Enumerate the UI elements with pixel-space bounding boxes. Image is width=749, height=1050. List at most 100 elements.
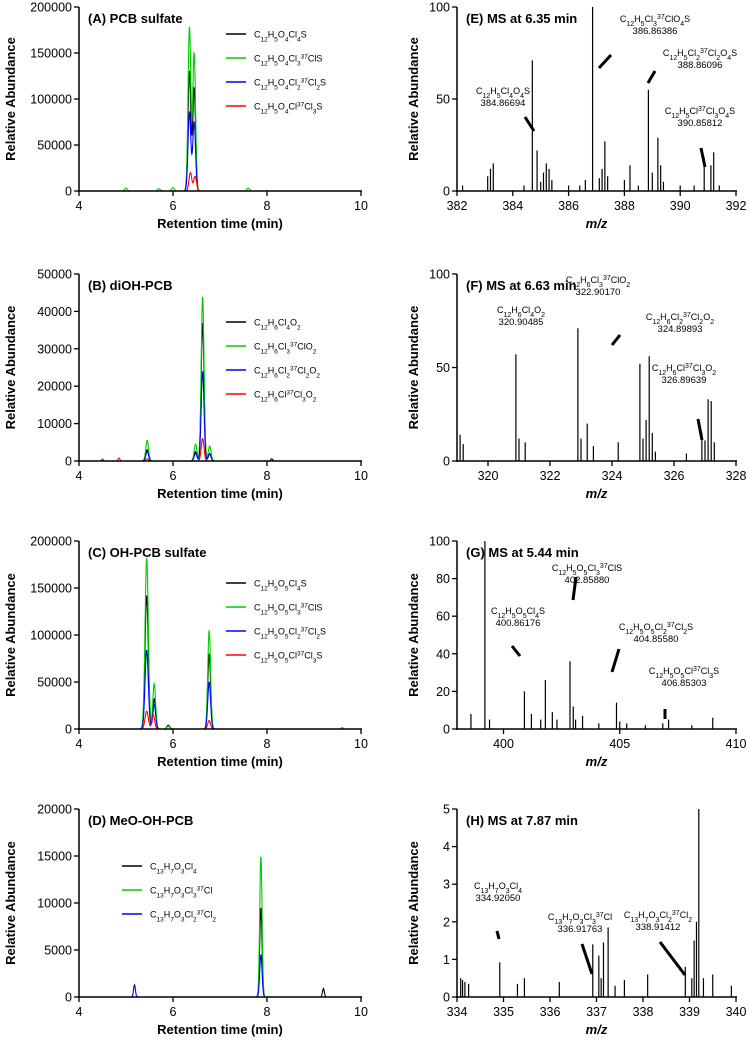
annotation-pointer-E-0 xyxy=(523,116,536,132)
x-tick-label-E-5: 392 xyxy=(726,199,747,213)
x-tick-label-F-3: 326 xyxy=(664,469,685,483)
y-tick-label-E-0: 0 xyxy=(443,185,450,199)
x-tick-label-B-2: 8 xyxy=(264,469,271,483)
y-axis-label-C: Relative Abundance xyxy=(3,573,18,697)
legend-label-D-2: C13H7O3Cl237Cl2 xyxy=(150,909,216,923)
y-tick-label-C-3: 150000 xyxy=(30,582,72,596)
panel-A: C12H5O4Cl4S C12H5O4Cl337ClS C12H5O4Cl237Cl… xyxy=(3,1,368,232)
y-tick-label-C-2: 100000 xyxy=(30,629,72,643)
x-tick-label-G-1: 405 xyxy=(609,737,630,751)
y-axis-label-H: Relative Abundance xyxy=(406,841,421,965)
panel-title-H: (H) MS at 7.87 min xyxy=(466,813,578,828)
x-tick-label-E-4: 390 xyxy=(670,199,691,213)
x-tick-label-A-0: 4 xyxy=(76,199,83,213)
x-axis-label-C: Retention time (min) xyxy=(157,754,283,769)
panel-title-B: (B) diOH-PCB xyxy=(88,278,173,293)
annotation-mz-F-1: 322.90170 xyxy=(576,287,621,298)
panel-title-F: (F) MS at 6.63 min xyxy=(466,278,577,293)
legend-label-C-2: C12H5O5Cl237Cl2S xyxy=(254,626,326,640)
y-tick-label-A-3: 150000 xyxy=(30,47,72,61)
series-line-B-1 xyxy=(79,296,361,462)
legend-label-B-0: C12H6Cl4O2 xyxy=(254,318,301,332)
y-tick-label-G-3: 60 xyxy=(436,610,450,624)
x-tick-label-E-2: 386 xyxy=(558,199,579,213)
series-line-C-3 xyxy=(79,710,361,730)
panel-title-G: (G) MS at 5.44 min xyxy=(466,545,579,560)
annotation-mz-G-2: 404.85580 xyxy=(634,634,679,645)
annotation-pointer-G-1 xyxy=(571,576,578,601)
y-tick-label-B-5: 50000 xyxy=(37,268,72,282)
x-tick-label-C-0: 4 xyxy=(76,737,83,751)
y-tick-label-H-1: 1 xyxy=(443,953,450,967)
annotation-pointer-F-3 xyxy=(696,418,704,441)
x-tick-label-A-3: 10 xyxy=(354,199,368,213)
y-tick-label-A-1: 50000 xyxy=(37,139,72,153)
series-line-B-3 xyxy=(79,438,361,462)
legend-label-A-0: C12H5O4Cl4S xyxy=(254,30,307,44)
y-axis-label-E: Relative Abundance xyxy=(406,37,421,161)
series-line-C-2 xyxy=(79,649,361,730)
y-tick-label-G-2: 40 xyxy=(436,647,450,661)
y-tick-label-D-0: 0 xyxy=(65,991,72,1005)
legend-label-D-1: C13H7O3Cl337Cl xyxy=(150,885,212,899)
series-line-B-0 xyxy=(79,322,361,462)
legend-label-B-2: C12H6Cl237Cl2O2 xyxy=(254,365,320,379)
y-tick-label-H-3: 3 xyxy=(443,878,450,892)
series-line-A-3 xyxy=(79,172,361,192)
x-axis-label-A: Retention time (min) xyxy=(157,216,283,231)
series-line-D-0 xyxy=(79,907,361,998)
legend-label-B-1: C12H6Cl337ClO2 xyxy=(254,341,317,355)
x-tick-label-H-4: 338 xyxy=(633,1005,654,1019)
x-tick-label-C-2: 8 xyxy=(264,737,271,751)
panel-title-D: (D) MeO-OH-PCB xyxy=(88,813,193,828)
annotation-pointer-H-0 xyxy=(495,930,501,940)
annotation-mz-G-1: 402.85880 xyxy=(565,575,610,586)
y-tick-label-G-4: 80 xyxy=(436,572,450,586)
y-tick-label-D-1: 5000 xyxy=(44,944,72,958)
annotation-mz-F-3: 326.89639 xyxy=(662,375,707,386)
y-tick-label-E-2: 100 xyxy=(429,1,450,15)
legend-label-B-3: C12H6Cl37Cl3O2 xyxy=(254,389,317,403)
y-tick-label-H-4: 4 xyxy=(443,840,450,854)
annotation-pointer-F-2 xyxy=(610,334,622,346)
x-tick-label-H-3: 337 xyxy=(586,1005,607,1019)
y-axis-label-G: Relative Abundance xyxy=(406,573,421,697)
x-tick-label-C-3: 10 xyxy=(354,737,368,751)
x-tick-label-D-1: 6 xyxy=(170,1005,177,1019)
y-tick-label-F-2: 100 xyxy=(429,268,450,282)
x-tick-label-E-0: 382 xyxy=(447,199,468,213)
x-tick-label-H-1: 335 xyxy=(493,1005,514,1019)
panel-title-E: (E) MS at 6.35 min xyxy=(466,11,577,26)
x-tick-label-B-1: 6 xyxy=(170,469,177,483)
legend-label-C-0: C12H5O5Cl4S xyxy=(254,579,307,593)
y-tick-label-B-0: 0 xyxy=(65,455,72,469)
annotation-mz-H-1: 336.91763 xyxy=(558,924,603,935)
annotation-mz-G-3: 406.85303 xyxy=(662,678,707,689)
y-tick-label-B-1: 10000 xyxy=(37,417,72,431)
y-tick-label-A-0: 0 xyxy=(65,185,72,199)
x-axis-label-H: m/z xyxy=(586,1022,608,1037)
panel-E: C12H5Cl4O4S384.86694C12H5Cl337ClO4S386.8… xyxy=(406,1,746,232)
annotation-mz-H-0: 334.92050 xyxy=(476,893,521,904)
series-line-C-1 xyxy=(79,557,361,730)
x-tick-label-G-0: 400 xyxy=(493,737,514,751)
y-tick-label-H-0: 0 xyxy=(443,991,450,1005)
annotation-mz-E-3: 390.85812 xyxy=(678,118,723,129)
legend-label-C-1: C12H5O5Cl337ClS xyxy=(254,602,322,616)
x-tick-label-F-1: 322 xyxy=(540,469,561,483)
series-line-B-2 xyxy=(79,371,361,462)
y-tick-label-B-2: 20000 xyxy=(37,380,72,394)
y-tick-label-H-2: 2 xyxy=(443,915,450,929)
panel-F: C12H6Cl4O2320.90485C12H6Cl337ClO2322.901… xyxy=(406,268,746,502)
y-tick-label-C-1: 50000 xyxy=(37,676,72,690)
panel-C: C12H5O5Cl4S C12H5O5Cl337ClS C12H5O5Cl237Cl… xyxy=(3,535,368,770)
series-line-D-1 xyxy=(79,856,361,998)
y-tick-label-D-2: 10000 xyxy=(37,897,72,911)
y-tick-label-F-1: 50 xyxy=(436,361,450,375)
y-tick-label-B-4: 40000 xyxy=(37,305,72,319)
y-tick-label-G-5: 100 xyxy=(429,535,450,549)
y-tick-label-E-1: 50 xyxy=(436,93,450,107)
y-tick-label-F-0: 0 xyxy=(443,455,450,469)
panel-G: C12H5O5Cl4S400.86176C12H5O5Cl337ClS402.8… xyxy=(406,535,746,770)
